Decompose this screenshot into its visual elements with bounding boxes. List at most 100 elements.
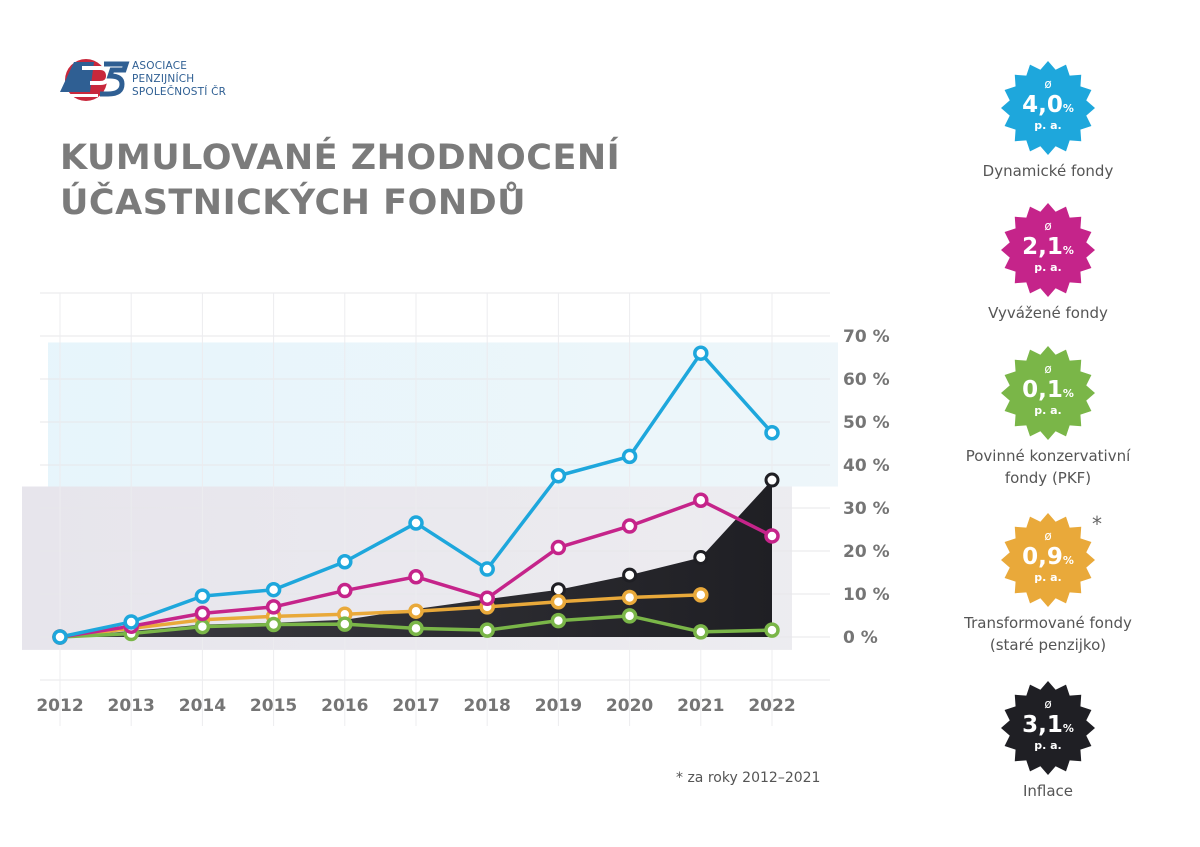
aps-logo-icon xyxy=(60,59,130,101)
legend: ø 4,0% p. a. Dynamické fondy ø 2,1% p. a. Vyváž… xyxy=(948,0,1148,847)
average-symbol: ø xyxy=(1044,77,1052,91)
badge-text: ø 2,1% p. a. xyxy=(1000,202,1096,298)
point-balanced xyxy=(550,539,567,556)
legend-label-pkf: Povinné konzervativní fondy (PKF) xyxy=(948,445,1148,489)
logo-line-1: ASOCIACE xyxy=(132,60,188,72)
y-tick-label: 10 % xyxy=(843,585,890,605)
starburst-icon xyxy=(1001,513,1095,607)
point-transformed xyxy=(621,589,638,606)
x-tick-label: 2021 xyxy=(677,696,724,716)
x-tick-label: 2017 xyxy=(392,696,439,716)
point-pkf xyxy=(550,612,567,629)
badge-text: ø 0,1% p. a. xyxy=(1000,345,1096,441)
x-tick-label: 2014 xyxy=(179,696,226,716)
average-number: 4,0 xyxy=(1022,92,1063,118)
legend-label-line: Dynamické fondy xyxy=(982,162,1114,180)
point-pkf xyxy=(479,622,495,638)
point-dynamic xyxy=(52,629,68,645)
average-number: 3,1 xyxy=(1022,712,1063,738)
aps-logo: ASOCIACE PENZIJNÍCH SPOLEČNOSTÍ ČR xyxy=(60,56,260,106)
logo-line-3: SPOLEČNOSTÍ ČR xyxy=(132,86,227,98)
y-tick-label: 40 % xyxy=(843,456,890,476)
chart-title-line-1: KUMULOVANÉ ZHODNOCENÍ xyxy=(60,138,621,178)
point-transformed xyxy=(550,593,567,610)
per-annum-label: p. a. xyxy=(1034,739,1062,752)
point-dynamic xyxy=(194,588,211,604)
y-tick-label: 20 % xyxy=(843,542,890,562)
average-value: 0,9% xyxy=(1000,544,1096,574)
legend-badge-transformed: ø 0,9% p. a. xyxy=(1000,512,1096,608)
point-balanced xyxy=(265,599,282,615)
point-dynamic xyxy=(479,561,495,577)
average-unit: % xyxy=(1062,722,1074,735)
starburst-icon xyxy=(1001,61,1095,155)
legend-label-dynamic: Dynamické fondy xyxy=(948,160,1148,182)
point-dynamic xyxy=(265,581,282,598)
point-balanced xyxy=(194,605,211,622)
series-line-transformed xyxy=(59,593,701,639)
point-transformed xyxy=(408,603,424,619)
y-tick-label: 30 % xyxy=(843,499,890,519)
per-annum-label: p. a. xyxy=(1034,404,1062,417)
legend-badge-balanced: ø 2,1% p. a. xyxy=(1000,202,1096,298)
chart-axes: 2012 2013 2014 2015 2016 2017 2018 2019 2020 2021… xyxy=(36,327,889,716)
per-annum-label: p. a. xyxy=(1034,571,1062,584)
point-balanced xyxy=(337,582,353,599)
x-tick-label: 2019 xyxy=(535,696,582,716)
average-number: 0,1 xyxy=(1022,377,1063,403)
logo-line-2: PENZIJNÍCH xyxy=(132,73,195,85)
average-unit: % xyxy=(1062,554,1074,567)
starburst-icon xyxy=(1001,346,1095,440)
average-number: 0,9 xyxy=(1022,544,1063,570)
logo-wordmark: ASOCIACE PENZIJNÍCH SPOLEČNOSTÍ ČR xyxy=(132,60,226,99)
average-value: 3,1% xyxy=(1000,712,1096,742)
legend-label-line: (staré penzijko) xyxy=(989,636,1107,654)
average-symbol: ø xyxy=(1044,362,1052,376)
y-tick-label: 70 % xyxy=(843,327,890,347)
per-annum-label: p. a. xyxy=(1034,261,1062,274)
point-balanced xyxy=(408,569,424,585)
point-transformed xyxy=(693,587,709,603)
point-pkf xyxy=(621,608,638,624)
point-pkf xyxy=(408,620,424,637)
badge-text: ø 4,0% p. a. xyxy=(1000,60,1096,156)
x-tick-label: 2016 xyxy=(321,696,368,716)
x-tick-label: 2020 xyxy=(606,696,653,716)
legend-label-line: Inflace xyxy=(1022,782,1074,800)
point-dynamic xyxy=(764,425,780,441)
point-dynamic xyxy=(123,614,139,630)
legend-label-line: Povinné konzervativní xyxy=(965,447,1131,465)
legend-label-transformed: Transformované fondy (staré penzijko) xyxy=(948,612,1148,656)
point-dynamic xyxy=(693,345,709,361)
y-tick-label: 50 % xyxy=(843,413,890,433)
chart-title-line-2: ÚČASTNICKÝCH FONDŮ xyxy=(60,183,527,223)
average-symbol: ø xyxy=(1044,697,1052,711)
legend-badge-dynamic: ø 4,0% p. a. xyxy=(1000,60,1096,156)
point-inflation xyxy=(764,472,780,488)
footnote: * za roky 2012–2021 xyxy=(676,770,821,786)
average-value: 2,1% xyxy=(1000,234,1096,264)
legend-badge-pkf: ø 0,1% p. a. xyxy=(1000,345,1096,441)
inflation-area xyxy=(60,480,772,637)
point-inflation xyxy=(550,582,566,598)
series-area-inflation xyxy=(60,480,772,637)
average-value: 0,1% xyxy=(1000,377,1096,407)
y-tick-label: 0 % xyxy=(843,628,878,648)
point-pkf xyxy=(265,616,282,633)
point-inflation xyxy=(693,549,709,565)
average-number: 2,1 xyxy=(1022,234,1063,260)
point-pkf xyxy=(194,618,211,635)
legend-label-inflation: Inflace xyxy=(948,780,1148,802)
point-balanced xyxy=(621,518,638,534)
starburst-icon xyxy=(1001,681,1095,775)
point-dynamic xyxy=(408,515,424,531)
point-dynamic xyxy=(550,468,567,484)
per-annum-label: p. a. xyxy=(1034,119,1062,132)
point-pkf xyxy=(337,616,353,632)
legend-badge-inflation: ø 3,1% p. a. xyxy=(1000,680,1096,776)
average-value: 4,0% xyxy=(1000,92,1096,122)
legend-label-balanced: Vyvážené fondy xyxy=(948,302,1148,324)
x-tick-label: 2013 xyxy=(108,696,155,716)
point-balanced xyxy=(479,590,495,607)
badge-text: ø 3,1% p. a. xyxy=(1000,680,1096,776)
